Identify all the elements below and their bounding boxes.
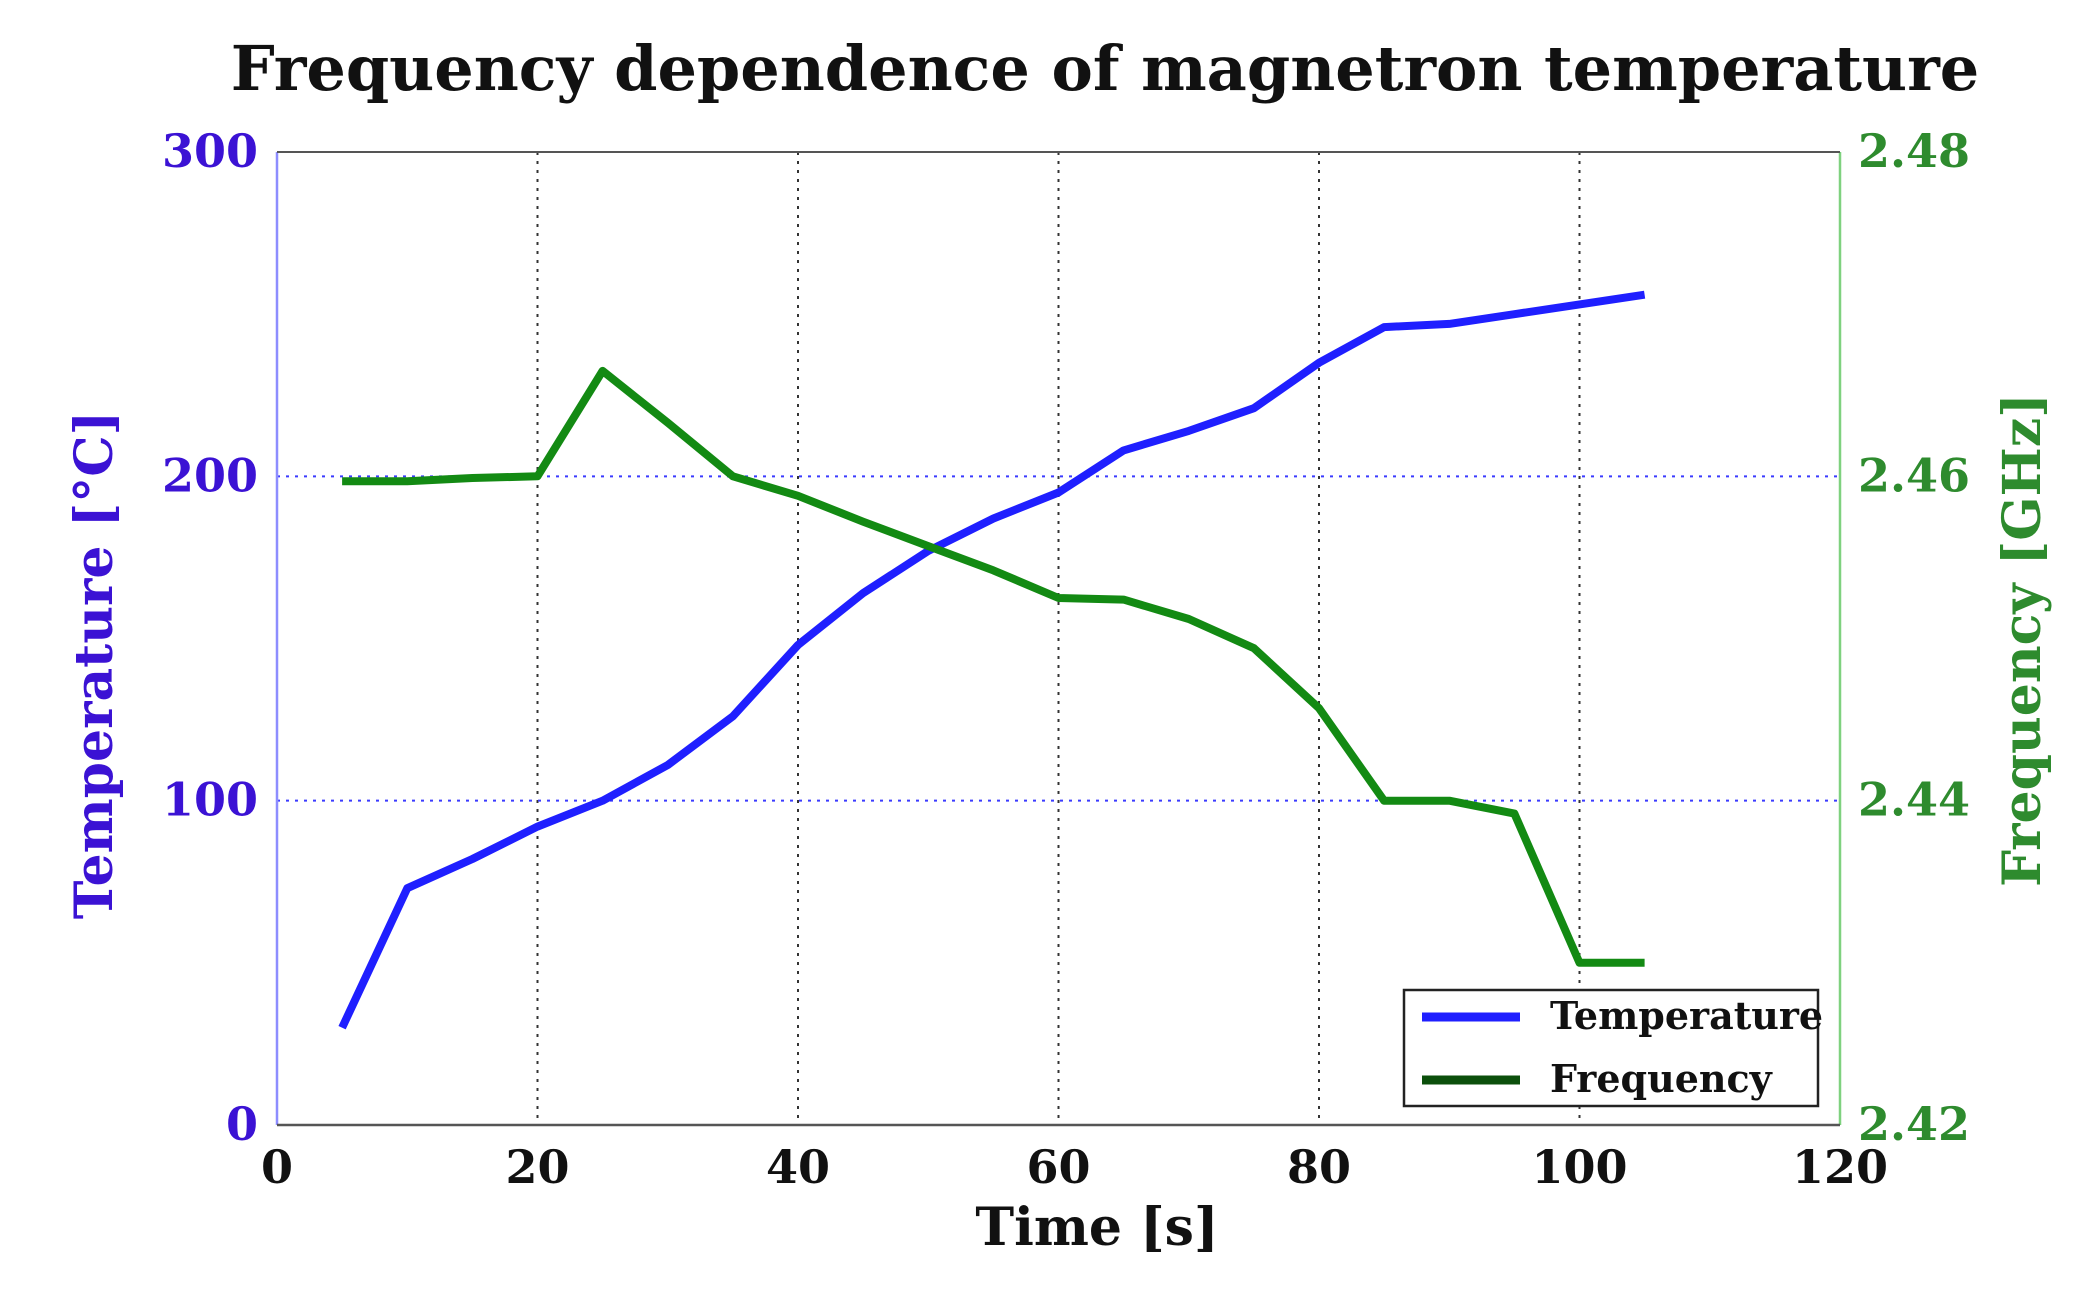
tick-labels: 0 20 40 60 80 100 120 0 100 200 300 2.42 2.44 2.46 2.4… bbox=[162, 124, 1970, 1194]
y-tick-label-left: 200 bbox=[162, 448, 258, 502]
x-tick-label: 60 bbox=[1026, 1140, 1090, 1194]
x-tick-label: 20 bbox=[505, 1140, 569, 1194]
y-tick-label-left: 300 bbox=[162, 124, 258, 178]
y-tick-label-right: 2.48 bbox=[1858, 124, 1970, 178]
y-tick-label-right: 2.42 bbox=[1858, 1097, 1970, 1151]
chart-title: Frequency dependence of magnetron temper… bbox=[231, 32, 1979, 105]
y-tick-label-right: 2.46 bbox=[1858, 448, 1970, 502]
x-tick-label: 120 bbox=[1792, 1140, 1888, 1194]
y-axis-label-right: Frequency [GHz] bbox=[1992, 393, 2053, 887]
y-tick-label-left: 0 bbox=[226, 1097, 258, 1151]
y-axis-label-left: Temperature [°C] bbox=[64, 411, 125, 919]
grid bbox=[277, 151, 1840, 1125]
y-tick-label-left: 100 bbox=[162, 773, 258, 827]
series-lines bbox=[338, 290, 1646, 1030]
axes bbox=[275, 151, 1842, 1127]
series-line-frequency bbox=[342, 366, 1645, 967]
x-tick-label: 100 bbox=[1531, 1140, 1627, 1194]
legend-box bbox=[1402, 988, 1820, 1108]
x-tick-label: 40 bbox=[766, 1140, 830, 1194]
series-line-temperature bbox=[338, 290, 1646, 1030]
legend: Temperature Frequency bbox=[1402, 988, 1823, 1108]
legend-label-temperature: Temperature bbox=[1550, 993, 1823, 1038]
x-tick-label: 0 bbox=[261, 1140, 293, 1194]
x-tick-label: 80 bbox=[1287, 1140, 1351, 1194]
legend-label-frequency: Frequency bbox=[1550, 1056, 1773, 1101]
x-axis-label: Time [s] bbox=[975, 1197, 1218, 1258]
y-tick-label-right: 2.44 bbox=[1858, 773, 1970, 827]
